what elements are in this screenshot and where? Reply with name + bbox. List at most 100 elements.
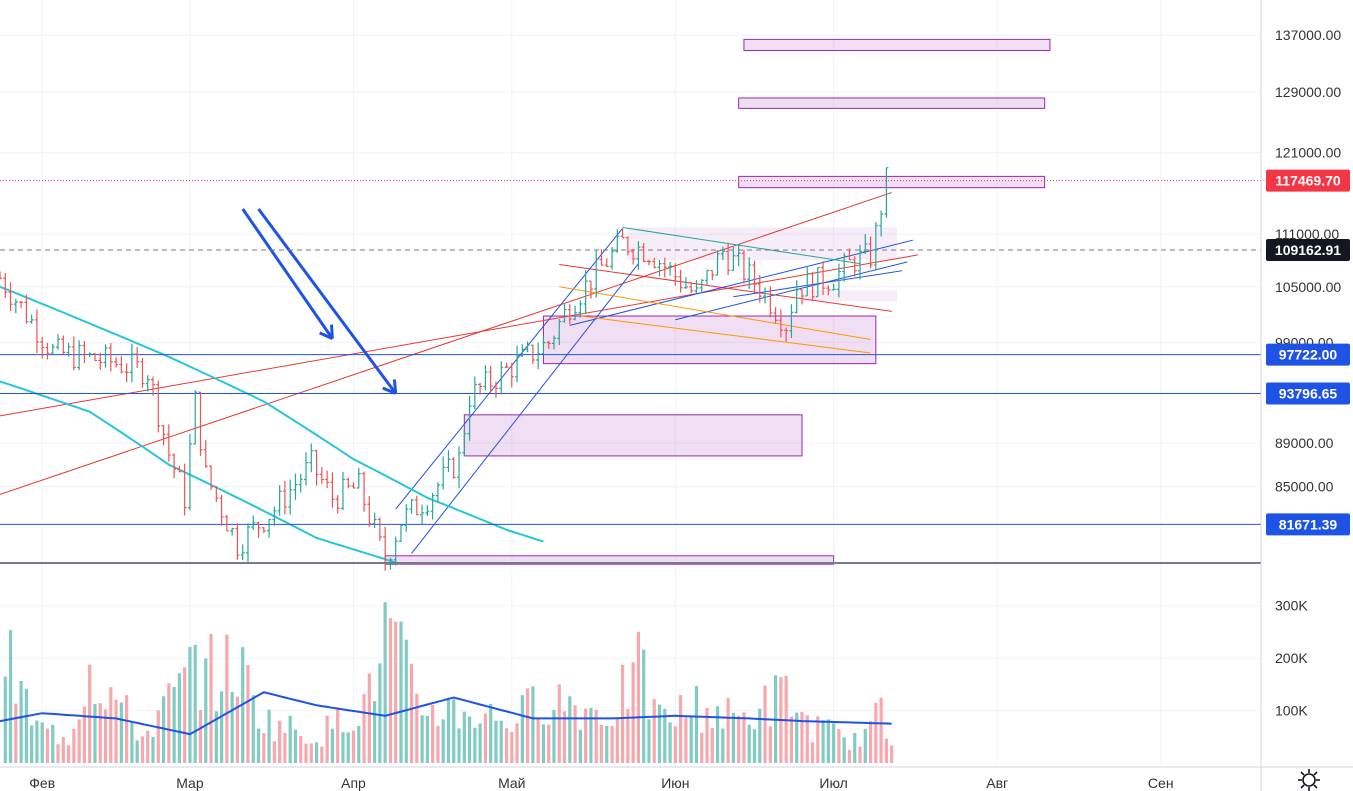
volume-bar	[256, 728, 261, 763]
volume-bar	[726, 697, 730, 763]
volume-bar	[82, 706, 87, 763]
price-tag-label: 81671.39	[1279, 516, 1338, 532]
ohlc-bar	[325, 470, 330, 488]
volume-bar	[705, 708, 709, 763]
volume-bar	[473, 727, 477, 763]
volume-bar	[467, 716, 472, 763]
ohlc-bar	[583, 270, 588, 314]
arrowhead-line	[330, 324, 334, 339]
supply-demand-zone	[738, 97, 1046, 109]
ohlc-bar	[29, 314, 34, 324]
ohlc-bar	[573, 305, 578, 321]
ohlc-bar	[741, 249, 746, 284]
volume-bar	[578, 729, 582, 763]
price-tag: 81671.39	[1266, 513, 1350, 536]
ohlc-bar	[546, 340, 551, 349]
volume-bar	[125, 695, 129, 763]
ohlc-bar	[409, 498, 414, 514]
ohlc-bar	[646, 259, 651, 266]
ohlc-bar	[815, 266, 820, 298]
ohlc-bar	[383, 526, 388, 571]
volume-bar	[114, 699, 118, 763]
volume-bar	[552, 709, 556, 763]
volume-bar	[161, 696, 166, 763]
time-tick-label: Фев	[29, 775, 55, 791]
price-axis[interactable]: 137000.00 129000.00 121000.00 111000.00 1050…	[1275, 27, 1341, 494]
ohlc-bar	[362, 471, 367, 512]
volume-bar	[515, 723, 519, 763]
volume-bar	[700, 732, 704, 763]
time-tick-label: Апр	[341, 775, 366, 791]
ohlc-bar	[314, 449, 319, 486]
ohlc-bar	[187, 434, 192, 511]
volume-bar	[816, 716, 820, 763]
ohlc-bar	[831, 283, 836, 291]
ohlc-bar	[668, 261, 673, 276]
ohlc-bar	[757, 275, 762, 303]
ohlc-bar	[805, 266, 810, 297]
ohlc-bar	[304, 452, 309, 486]
consolidation-zone	[801, 290, 897, 302]
ohlc-bar	[245, 523, 250, 564]
ohlc-bar	[129, 343, 134, 383]
ohlc-bar	[873, 221, 878, 270]
ohlc-bar	[193, 390, 198, 445]
time-tick-label: Июн	[661, 775, 689, 791]
ohlc-bar	[715, 250, 720, 276]
volume-bar	[631, 662, 635, 763]
volume-bar	[61, 737, 65, 763]
price-tick-label: 85000.00	[1275, 479, 1334, 495]
volume-bar	[304, 743, 308, 763]
volume-bar	[251, 695, 255, 763]
volume-bar	[283, 732, 287, 763]
volume-bar	[235, 696, 240, 763]
volume-bar	[156, 710, 160, 763]
price-tick-label: 105000.00	[1275, 279, 1341, 295]
volume-bar	[93, 703, 97, 763]
ohlc-bar	[789, 304, 794, 338]
ohlc-bar	[414, 495, 419, 516]
volume-bar	[832, 723, 836, 763]
volume-bar	[188, 647, 192, 763]
time-axis[interactable]: Фев Мар Апр Май Июн Июл Авг Сен	[29, 775, 1173, 791]
ohlc-bar	[541, 336, 546, 355]
price-tag-label: 117469.70	[1275, 173, 1341, 189]
ohlc-bar	[773, 307, 778, 324]
volume-bar	[763, 685, 767, 763]
volume-bar	[626, 709, 630, 763]
volume-bar	[789, 716, 794, 763]
volume-tick-label: 100K	[1275, 703, 1308, 719]
volume-bar	[425, 715, 429, 763]
ohlc-bar	[588, 280, 593, 299]
volume-bar	[610, 726, 614, 763]
volume-bar	[341, 732, 345, 763]
arrow-line	[241, 208, 334, 340]
channel-line	[569, 239, 913, 326]
ohlc-bar	[50, 343, 55, 356]
ohlc-bar	[61, 335, 66, 355]
volume-bar	[383, 602, 387, 763]
volume-bar	[737, 715, 741, 763]
volume-bar	[325, 715, 329, 763]
volume-bar	[330, 728, 334, 763]
ohlc-bar	[182, 463, 187, 516]
ohlc-bar	[98, 352, 103, 370]
volume-bar	[599, 725, 604, 763]
volume-tick-label: 300K	[1275, 598, 1308, 614]
supply-demand-zone	[743, 38, 1051, 52]
price-tick-label: 137000.00	[1275, 27, 1341, 43]
ohlc-bar	[209, 465, 214, 490]
ohlc-bar	[879, 210, 884, 237]
volume-bar	[77, 719, 81, 763]
settings-gear-icon[interactable]	[1298, 769, 1320, 791]
ohlc-bar	[657, 260, 662, 277]
price-tag-label: 109162.91	[1275, 242, 1341, 258]
channel-line	[395, 227, 623, 510]
ohlc-bar	[488, 365, 493, 393]
supply-demand-zone	[463, 414, 803, 457]
volume-axis[interactable]: 300K 200K 100K	[1275, 598, 1308, 719]
ohlc-bar	[393, 536, 398, 566]
volume-bar	[72, 728, 76, 763]
volume-bar	[810, 742, 815, 763]
